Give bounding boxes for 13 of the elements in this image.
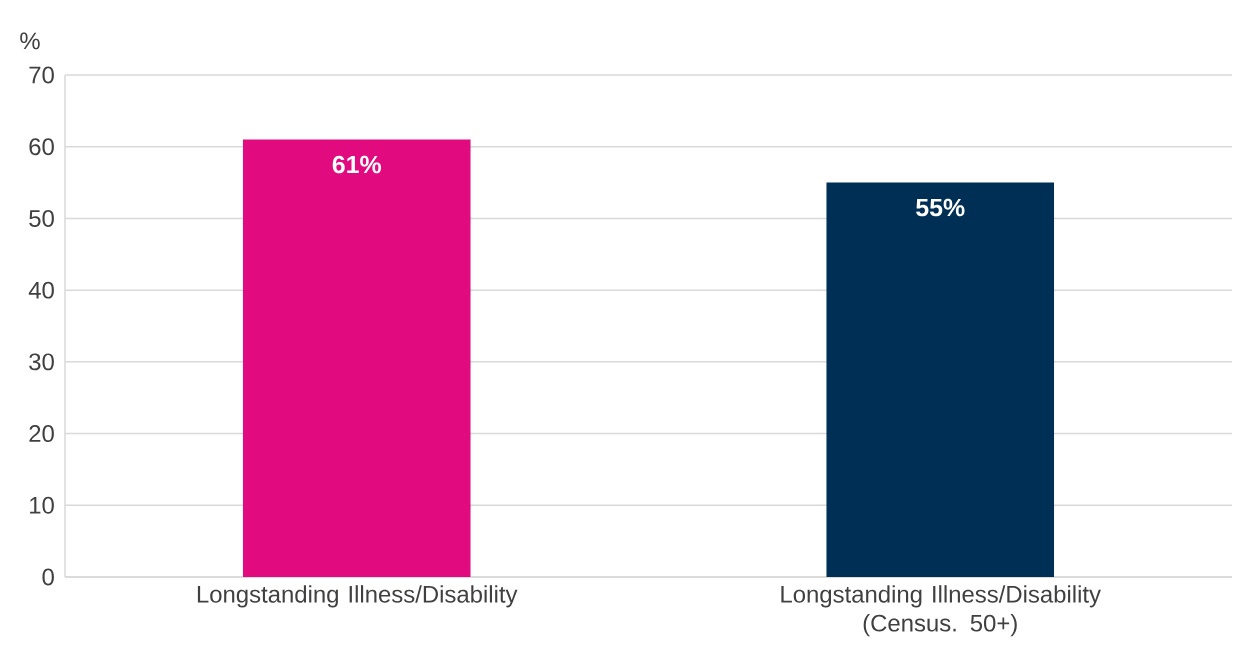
x-tick-label: Longstanding Illness/Disability bbox=[197, 585, 518, 608]
y-tick-label: 0 bbox=[42, 568, 54, 586]
x-tick-label: Longstanding Illness/Disability (Census. 50+) bbox=[781, 585, 1101, 637]
y-tick-label: 10 bbox=[30, 496, 54, 514]
y-tick-label: 30 bbox=[29, 353, 54, 371]
y-axis-title: % bbox=[20, 32, 40, 50]
data-label: 55% bbox=[916, 198, 965, 217]
y-tick-label: 40 bbox=[28, 281, 54, 299]
y-tick-label: 50 bbox=[29, 209, 54, 227]
y-tick-label: 60 bbox=[29, 138, 54, 156]
y-tick-label: 70 bbox=[29, 66, 54, 84]
data-label: 61% bbox=[332, 155, 381, 174]
y-tick-label: 20 bbox=[29, 425, 54, 443]
